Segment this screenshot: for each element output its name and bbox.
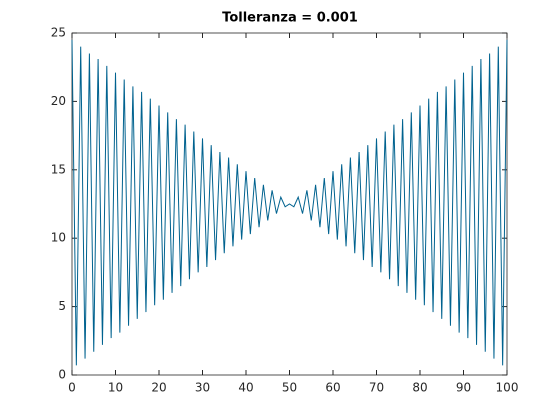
x-tick-label: 50 [282,381,297,395]
y-tick-label: 5 [58,299,66,313]
x-tick-label: 20 [151,381,166,395]
data-line [71,39,508,366]
x-tick-label: 30 [195,381,210,395]
y-tick-label: 15 [51,162,66,176]
x-tick-label: 10 [108,381,123,395]
y-tick-label: 0 [58,368,66,382]
x-tick-label: 0 [68,381,76,395]
y-tick-label: 10 [51,231,66,245]
x-tick-label: 90 [456,381,471,395]
y-tick-label: 20 [51,94,66,108]
y-tick-label: 25 [51,26,66,40]
x-tick-label: 40 [238,381,253,395]
x-tick-label: 60 [325,381,340,395]
chart-title: Tolleranza = 0.001 [222,11,358,26]
x-tick-label: 100 [496,381,519,395]
x-tick-label: 80 [412,381,427,395]
x-tick-label: 70 [369,381,384,395]
